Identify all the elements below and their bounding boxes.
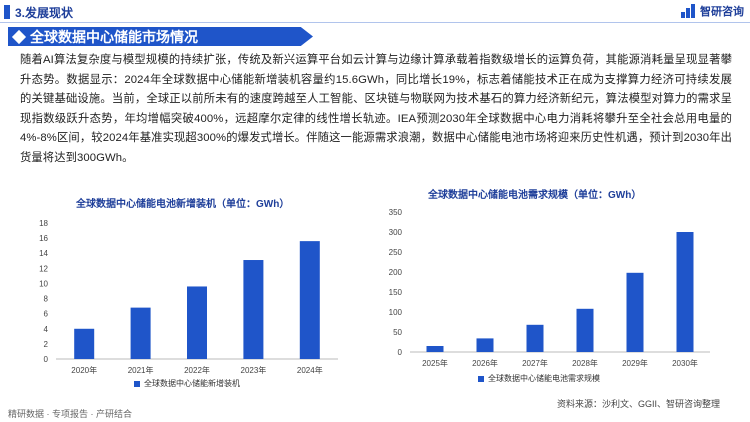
chart-right-svg: 0 50 100 150 200 250 300 350 2025年 2026年 2027年 2028…: [389, 208, 710, 368]
bar-1: [476, 338, 494, 352]
chart-left-legend: 全球数据中心储能新增装机: [134, 378, 240, 389]
x-tick-label: 2021年: [128, 365, 154, 375]
bar-2: [526, 324, 544, 352]
y-tick-label: 16: [39, 234, 48, 243]
y-tick-label: 200: [389, 268, 403, 277]
page-title: 全球数据中心储能市场情况: [30, 28, 198, 45]
x-tick-label: 2028年: [572, 358, 598, 368]
section-label: 3.发展现状: [0, 3, 73, 21]
chart-right: 全球数据中心储能电池需求规模（单位：GWh） 0 50 100 150 200 250 30…: [370, 180, 720, 395]
bar-4: [626, 272, 644, 352]
x-tick-label: 2024年: [297, 365, 323, 375]
y-tick-label: 8: [44, 295, 49, 304]
x-tick-label: 2030年: [672, 358, 698, 368]
y-tick-label: 10: [39, 279, 48, 288]
top-rule: [0, 22, 750, 23]
bar-4: [299, 241, 320, 359]
bar-0: [426, 346, 444, 352]
y-tick-label: 350: [389, 208, 403, 217]
chart-left: 全球数据中心储能电池新增装机（单位：GWh） 0 2 4 6 8 10 12 14 16 18 20…: [16, 185, 346, 395]
brand-logo: 智研咨询: [681, 3, 744, 19]
chart-left-legend-label: 全球数据中心储能新增装机: [144, 379, 240, 388]
section-label-text: 3.发展现状: [15, 5, 74, 20]
chart-right-title: 全球数据中心储能电池需求规模（单位：GWh）: [428, 190, 642, 201]
brand-logo-text: 智研咨询: [700, 6, 744, 18]
x-tick-label: 2029年: [622, 358, 648, 368]
banner-diamond-icon: [11, 29, 27, 44]
section-marker-icon: [4, 5, 10, 19]
bar-1: [130, 307, 151, 359]
y-tick-label: 50: [393, 328, 402, 337]
x-tick-label: 2020年: [71, 365, 97, 375]
title-banner: 全球数据中心储能市场情况: [8, 27, 313, 46]
y-tick-label: 18: [39, 219, 48, 228]
x-tick-label: 2022年: [184, 365, 210, 375]
footer-slogan: 精研数据 · 专项报告 · 产研结合: [8, 409, 132, 419]
legend-swatch-icon: [478, 375, 484, 382]
body-paragraph: 随着AI算法复杂度与模型规模的持续扩张，传统及新兴运算平台如云计算与边缘计算承载…: [20, 54, 732, 164]
x-tick-label: 2027年: [522, 358, 548, 368]
chart-left-title: 全球数据中心储能电池新增装机（单位：GWh）: [76, 199, 290, 210]
y-tick-label: 12: [39, 264, 48, 273]
bar-5: [676, 232, 694, 352]
y-tick-label: 100: [389, 308, 403, 317]
y-tick-label: 250: [389, 248, 403, 257]
chart-left-svg: 0 2 4 6 8 10 12 14 16 18 2020年 2021年 2022年 2023年 2024年: [39, 219, 338, 375]
bar-2: [187, 286, 207, 359]
brand-logo-icon: [681, 4, 697, 18]
x-tick-label: 2026年: [472, 358, 498, 368]
chart-right-legend: 全球数据中心储能电池需求规模: [478, 373, 600, 384]
y-tick-label: 0: [398, 348, 403, 357]
x-tick-label: 2025年: [422, 358, 448, 368]
bar-3: [576, 308, 594, 352]
y-tick-label: 14: [39, 249, 48, 258]
y-tick-label: 2: [44, 340, 49, 349]
chart-right-legend-label: 全球数据中心储能电池需求规模: [488, 374, 600, 383]
x-tick-label: 2023年: [241, 365, 267, 375]
y-tick-label: 150: [389, 288, 403, 297]
source-note: 资料来源：沙利文、GGII、智研咨询整理: [556, 399, 720, 409]
y-tick-label: 300: [389, 228, 403, 237]
bar-3: [243, 260, 264, 359]
legend-swatch-icon: [134, 380, 140, 387]
top-bar: 3.发展现状 智研咨询: [0, 0, 750, 24]
y-tick-label: 6: [44, 310, 49, 319]
y-tick-label: 4: [44, 325, 49, 334]
bar-0: [74, 328, 95, 359]
y-tick-label: 0: [44, 355, 49, 364]
